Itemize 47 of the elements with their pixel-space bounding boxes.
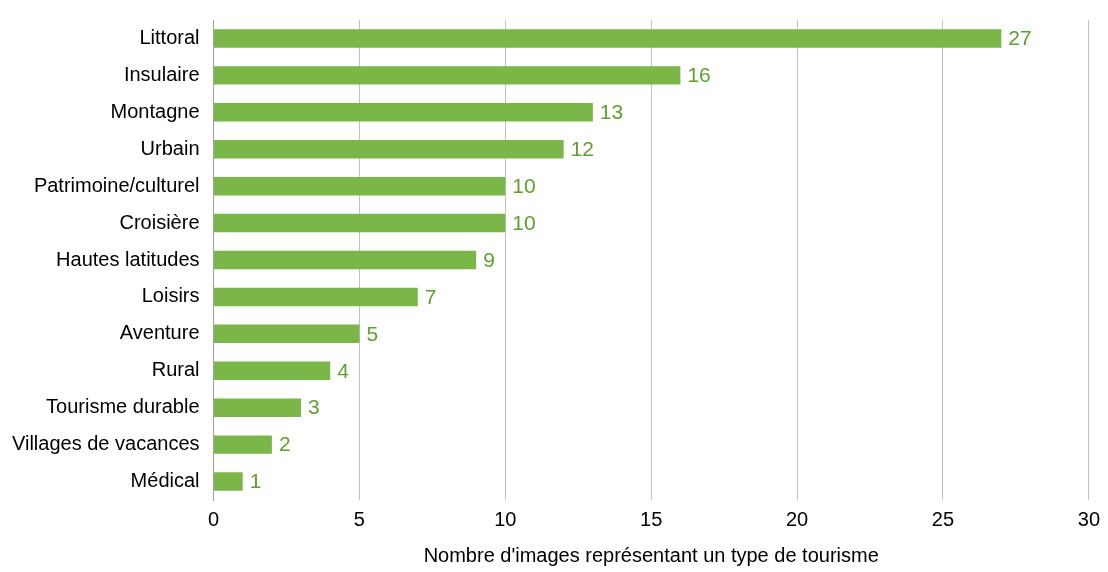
bar bbox=[214, 140, 564, 159]
y-tick-label: Montagne bbox=[110, 99, 200, 122]
y-tick-label: Urbain bbox=[140, 136, 200, 159]
x-tick-label: 15 bbox=[640, 507, 663, 530]
data-label: 12 bbox=[570, 137, 595, 161]
data-label: 13 bbox=[599, 100, 624, 124]
data-label: 2 bbox=[278, 432, 291, 456]
bar bbox=[214, 398, 302, 417]
y-tick-label: Loisirs bbox=[141, 284, 200, 307]
y-tick-label: Médical bbox=[130, 469, 200, 492]
data-label: 10 bbox=[512, 210, 536, 234]
y-tick-label: Rural bbox=[151, 358, 200, 381]
bar bbox=[214, 324, 360, 344]
x-tick-label: 25 bbox=[931, 507, 955, 530]
x-tick-label: 10 bbox=[494, 507, 517, 530]
x-tick-label: 0 bbox=[207, 507, 220, 530]
bar bbox=[214, 287, 418, 307]
data-label: 7 bbox=[424, 284, 437, 308]
x-tick-label: 5 bbox=[353, 507, 365, 530]
y-tick-label: Hautes latitudes bbox=[56, 247, 200, 270]
data-label: 5 bbox=[366, 321, 379, 345]
data-label: 9 bbox=[483, 247, 495, 271]
data-label: 16 bbox=[687, 63, 711, 87]
bar bbox=[214, 435, 272, 454]
bar bbox=[214, 103, 593, 122]
y-tick-label: Patrimoine/culturel bbox=[33, 173, 200, 196]
y-tick-label: Villages de vacances bbox=[12, 432, 200, 455]
data-label: 1 bbox=[249, 469, 262, 493]
data-label: 27 bbox=[1008, 26, 1032, 50]
y-tick-label: Insulaire bbox=[123, 62, 200, 85]
bar bbox=[214, 176, 506, 196]
bar bbox=[214, 29, 1002, 48]
x-tick-label: 20 bbox=[785, 507, 809, 530]
bar bbox=[214, 66, 681, 85]
bar bbox=[214, 361, 331, 380]
y-tick-label: Littoral bbox=[139, 25, 200, 48]
data-label: 3 bbox=[308, 395, 320, 419]
data-label: 10 bbox=[512, 173, 536, 197]
x-axis-title: Nombre d'images représentant un type de tourisme bbox=[423, 543, 879, 566]
bar bbox=[214, 472, 243, 491]
y-tick-label: Croisière bbox=[119, 210, 200, 233]
y-tick-label: Tourisme durable bbox=[46, 395, 200, 418]
y-tick-label: Aventure bbox=[119, 321, 200, 344]
bar bbox=[214, 213, 506, 233]
data-label: 4 bbox=[337, 358, 350, 382]
x-tick-label: 30 bbox=[1077, 507, 1100, 530]
bar bbox=[214, 250, 477, 270]
